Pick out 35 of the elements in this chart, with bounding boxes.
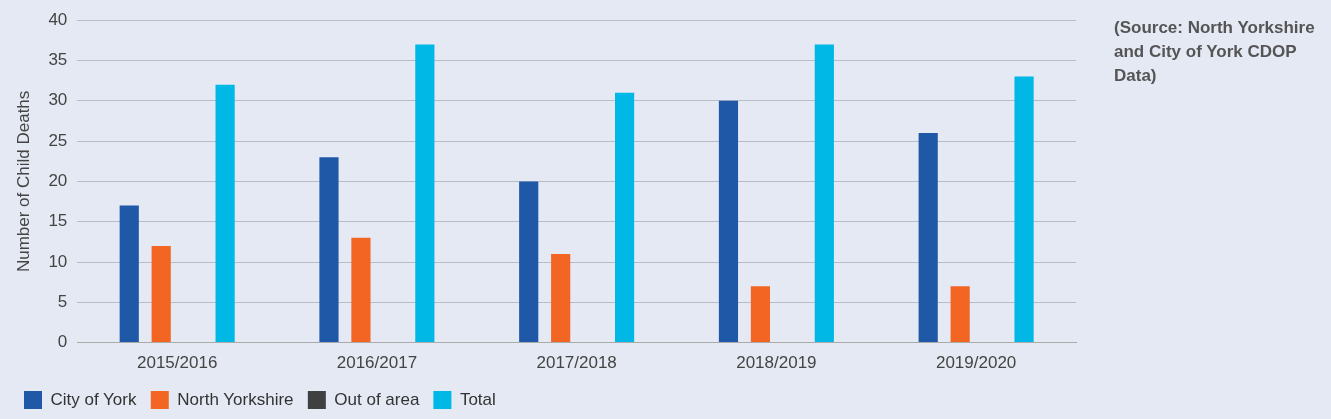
x-tick-label: 2015/2016 (136, 353, 218, 373)
bar (215, 84, 235, 343)
y-tick-label: 15 (48, 211, 68, 231)
bar (351, 237, 371, 343)
y-tick-label: 0 (57, 332, 68, 352)
y-tick-label: 35 (48, 50, 68, 70)
legend-label: City of York (50, 389, 137, 409)
x-tick-label: 2016/2017 (336, 353, 418, 373)
bar (151, 245, 171, 343)
bar (551, 253, 571, 343)
bar (950, 286, 970, 343)
bar (718, 100, 739, 343)
y-tick-label: 40 (48, 9, 68, 29)
bar (519, 181, 539, 343)
y-axis-title: Number of Child Deaths (13, 90, 33, 273)
x-tick-label: 2019/2020 (935, 353, 1017, 373)
bar (415, 44, 435, 343)
y-tick-label: 30 (48, 90, 68, 110)
y-tick-label: 10 (48, 251, 68, 271)
x-tick-label: 2018/2019 (736, 353, 817, 373)
legend-label: Total (459, 389, 496, 409)
bar (119, 205, 139, 343)
y-tick-label: 20 (48, 171, 68, 191)
y-tick-label: 25 (48, 130, 68, 150)
bar (1014, 76, 1034, 343)
bar (319, 157, 339, 343)
legend-label: North Yorkshire (177, 389, 294, 409)
bar (918, 133, 938, 343)
text: (Source: North Yorkshire and City of York CDOP Data) (1114, 17, 1316, 87)
bar (750, 286, 770, 343)
bar (814, 44, 834, 343)
legend-label: Out of area (334, 389, 420, 409)
bar (615, 92, 635, 343)
y-tick-label: 5 (57, 291, 68, 311)
x-tick-label: 2017/2018 (536, 353, 617, 373)
